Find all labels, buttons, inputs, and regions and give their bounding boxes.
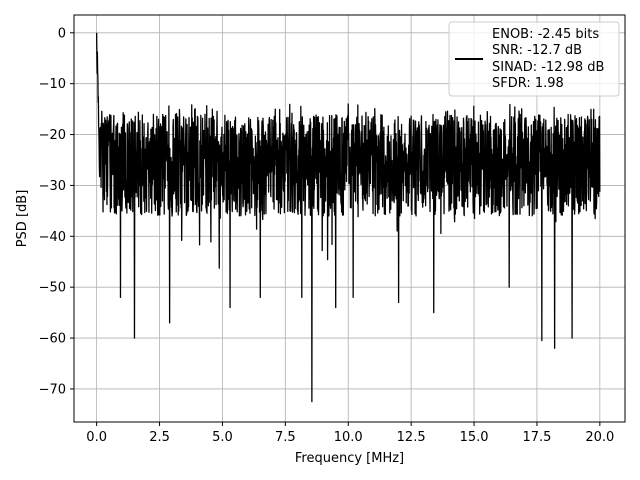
legend-enob: ENOB: -2.45 bits bbox=[492, 27, 599, 42]
y-tick-label: −40 bbox=[39, 230, 66, 245]
series-group bbox=[95, 32, 601, 403]
y-tick-label: −50 bbox=[39, 281, 66, 296]
legend-sinad: SINAD: -12.98 dB bbox=[492, 60, 604, 75]
x-axis: 0.0 2.5 5.0 7.5 10.0 12.5 15.0 17.5 20.0 bbox=[86, 422, 614, 445]
x-tick-label: 10.0 bbox=[334, 430, 363, 445]
y-tick-label: −10 bbox=[39, 77, 66, 92]
y-tick-label: −70 bbox=[39, 382, 66, 397]
x-tick-label: 17.5 bbox=[522, 430, 551, 445]
y-axis-label: PSD [dB] bbox=[15, 190, 30, 248]
x-tick-label: 7.5 bbox=[275, 430, 296, 445]
x-tick-label: 2.5 bbox=[149, 430, 170, 445]
x-tick-label: 5.0 bbox=[212, 430, 233, 445]
y-tick-label: 0 bbox=[58, 26, 66, 41]
plot-frame bbox=[73, 14, 626, 423]
x-tick-label: 0.0 bbox=[86, 430, 107, 445]
x-tick-label: 12.5 bbox=[397, 430, 426, 445]
y-tick-label: −60 bbox=[39, 332, 66, 347]
psd-series-line bbox=[95, 32, 601, 403]
x-axis-label: Frequency [MHz] bbox=[295, 451, 404, 466]
legend-box bbox=[448, 21, 620, 97]
y-tick-label: −30 bbox=[39, 179, 66, 194]
x-tick-label: 20.0 bbox=[585, 430, 614, 445]
x-tick-label: 15.0 bbox=[460, 430, 489, 445]
legend-snr: SNR: -12.7 dB bbox=[492, 43, 582, 58]
legend-sfdr: SFDR: 1.98 bbox=[492, 76, 564, 91]
y-tick-label: −20 bbox=[39, 128, 66, 143]
legend: ENOB: -2.45 bits SNR: -12.7 dB SINAD: -1… bbox=[448, 21, 620, 97]
y-axis: 0 −10 −20 −30 −40 −50 −60 −70 bbox=[39, 26, 74, 397]
